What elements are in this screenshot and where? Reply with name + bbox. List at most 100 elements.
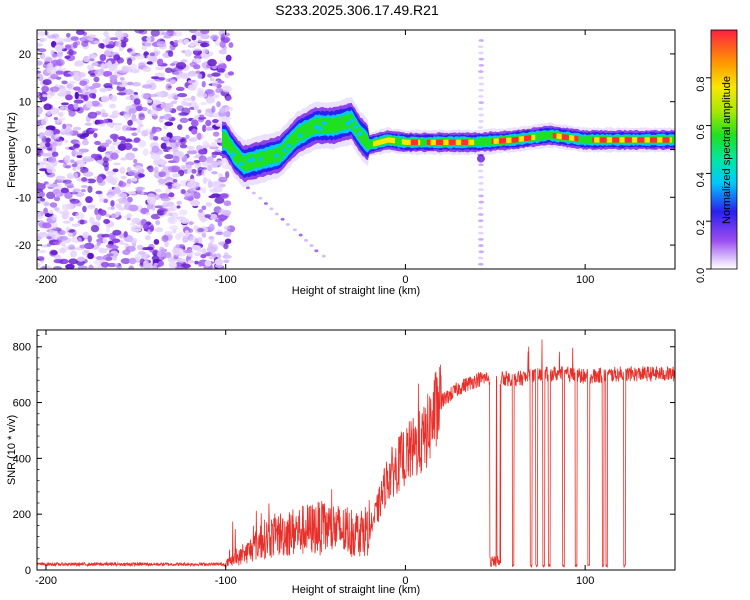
spectrogram-noise-blob	[125, 126, 133, 132]
spectrogram-noise-blob	[76, 159, 85, 165]
spectrogram-noise-blob	[71, 223, 81, 227]
spectrogram-noise-blob	[83, 95, 88, 101]
spectrogram-noise-blob	[131, 132, 138, 137]
spectrogram-artifact-blob	[478, 175, 484, 179]
spectrogram-noise-blob	[156, 251, 166, 258]
spectrogram-noise-blob	[61, 203, 70, 211]
spectrogram-noise-blob	[184, 49, 192, 57]
ridge-core	[621, 137, 624, 143]
spectrogram-noise-blob	[179, 143, 188, 149]
spectrogram-noise-blob	[141, 40, 146, 46]
spectrogram-noise-blob	[125, 245, 136, 252]
spectrogram-noise-blob	[198, 149, 207, 155]
spectrogram-noise-blob	[280, 217, 285, 221]
ridge-core	[435, 139, 439, 145]
spectrogram-noise-blob	[69, 216, 74, 222]
spectrogram-noise-blob	[107, 262, 117, 268]
ridge-core	[610, 137, 613, 143]
spectrogram-noise-blob	[68, 232, 73, 237]
spectrogram-noise-blob	[124, 138, 133, 143]
spectrogram-noise-blob	[144, 40, 153, 48]
spectrogram-noise-blob	[48, 230, 58, 237]
spectrogram-noise-blob	[66, 83, 73, 89]
spectrogram-noise-blob	[176, 205, 181, 209]
spectrogram-noise-blob	[200, 30, 210, 35]
ridge-core	[644, 137, 647, 143]
colorbar-label: Normalized spectral amplitude	[721, 76, 733, 224]
spectrogram-noise-blob	[211, 171, 218, 175]
spectrogram-noise-blob	[285, 223, 290, 226]
ridge-core	[345, 121, 351, 126]
spectrogram-noise-blob	[51, 151, 59, 157]
spectrogram-noise-blob	[175, 86, 185, 92]
spectrogram-noise-blob	[153, 159, 159, 166]
spectrogram-noise-blob	[72, 126, 82, 131]
spectrogram-noise-blob	[90, 153, 98, 159]
spectrogram-noise-blob	[205, 144, 211, 148]
spectrogram-noise-blob	[88, 92, 96, 99]
spectrogram-noise-blob	[59, 229, 66, 236]
spectrogram-noise-blob	[83, 55, 90, 63]
spectrogram-artifact-blob	[478, 237, 484, 241]
ridge-core	[572, 135, 575, 141]
spectrogram-noise-blob	[64, 128, 74, 136]
spectrogram-artifact-blob	[478, 101, 485, 105]
spectrogram-noise-blob	[125, 152, 136, 161]
spectrogram-noise-blob	[106, 60, 112, 68]
ridge-core	[527, 135, 530, 141]
spectrogram-noise-blob	[189, 187, 195, 196]
ridge-core	[570, 135, 573, 141]
spectrogram-noise-blob	[84, 91, 91, 95]
spectrogram-noise-blob	[176, 200, 182, 205]
ridge-core	[633, 137, 636, 143]
spectrogram-noise-blob	[100, 95, 109, 103]
spectrogram-noise-blob	[89, 58, 95, 62]
spectrogram-noise-blob	[165, 83, 172, 91]
spectrogram-noise-blob	[37, 107, 43, 115]
spectrogram-noise-blob	[269, 207, 274, 211]
spectrogram-noise-blob	[105, 226, 111, 233]
ridge-core	[554, 133, 557, 139]
spectrogram-noise-blob	[157, 158, 164, 164]
spectrogram-noise-blob	[103, 50, 112, 57]
spectrogram-noise-blob	[55, 70, 65, 75]
ridge-core	[592, 137, 595, 143]
spectrogram-noise-blob	[142, 223, 149, 230]
spectrogram-noise-blob	[151, 103, 157, 110]
ridge-core	[446, 139, 449, 145]
spectrogram-noise-blob	[63, 73, 72, 77]
spectrogram-noise-blob	[175, 62, 187, 70]
spectrogram-noise-blob	[43, 202, 50, 207]
spectrogram-noise-blob	[53, 258, 64, 264]
spectrogram-noise-blob	[274, 212, 279, 216]
ridge-core	[439, 139, 442, 145]
spectrogram-noise-blob	[218, 49, 227, 55]
spectrogram-noise-blob	[164, 146, 173, 150]
spectrogram-noise-blob	[224, 106, 234, 112]
spectrogram-noise-blob	[88, 86, 96, 90]
ridge-core	[453, 139, 457, 145]
spectrogram-noise-blob	[85, 100, 93, 109]
spectrogram-noise-blob	[194, 260, 199, 265]
spectrogram-noise-blob	[191, 119, 199, 128]
spectrogram-noise-blob	[225, 54, 232, 62]
spectrogram-noise-blob	[78, 148, 89, 153]
ridge-core	[455, 139, 458, 145]
snr-x-tick-label: -100	[215, 575, 237, 587]
spectrogram-noise-blob	[119, 166, 126, 175]
spectrogram-noise-blob	[147, 165, 154, 173]
spectrogram-noise-blob	[212, 119, 219, 124]
spectrogram-noise-blob	[218, 173, 223, 178]
spectrogram-noise-blob	[90, 100, 100, 107]
snr-frame	[36, 329, 676, 571]
spectrogram-noise-blob	[68, 244, 76, 250]
spectrogram-noise-blob	[112, 122, 123, 126]
spectrogram-artifact-blob	[478, 63, 485, 67]
ridge-core	[669, 137, 672, 143]
spectrogram-noise-blob	[209, 188, 217, 193]
ridge-core	[416, 139, 419, 145]
spectrogram-artifact-blob	[478, 182, 484, 185]
spectrogram-noise-blob	[175, 248, 184, 252]
ridge-core	[513, 137, 516, 143]
spectrogram-noise-blob	[70, 159, 75, 163]
